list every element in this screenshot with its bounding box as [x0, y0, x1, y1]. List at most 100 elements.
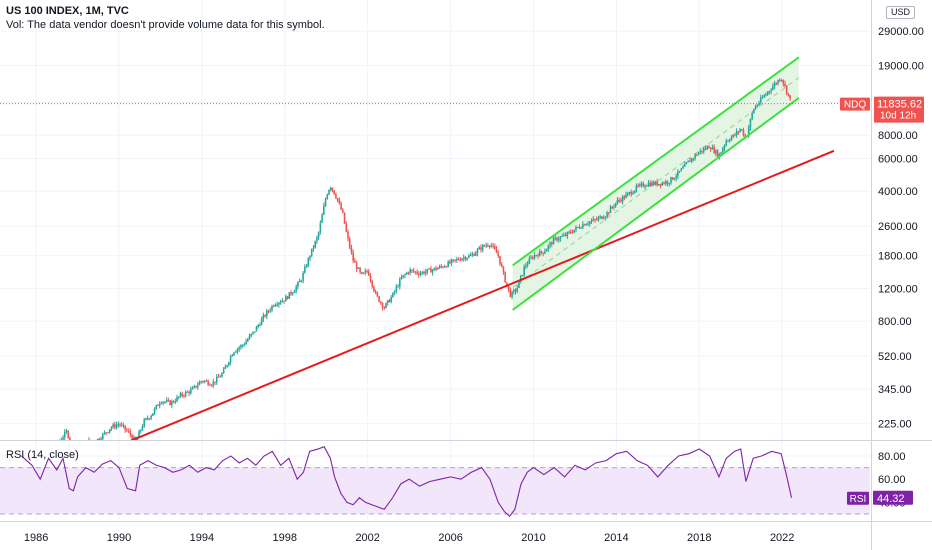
candle — [632, 192, 634, 195]
candle — [450, 259, 453, 264]
candle — [689, 160, 691, 162]
candle — [65, 430, 68, 432]
candle — [310, 248, 313, 257]
candle — [369, 275, 372, 281]
candle — [376, 292, 379, 297]
candle — [737, 131, 740, 133]
candle — [260, 319, 263, 325]
candle — [326, 194, 329, 199]
candle — [171, 401, 173, 406]
candle — [519, 275, 522, 281]
candle — [388, 300, 391, 303]
candle — [721, 148, 724, 153]
price-axis-label: 225.00 — [878, 419, 912, 431]
candle — [98, 439, 101, 440]
time-axis-label: 2022 — [770, 532, 794, 544]
candle — [523, 266, 525, 275]
candle — [359, 267, 361, 273]
candle — [542, 252, 544, 254]
candle — [57, 442, 59, 443]
candle — [229, 356, 232, 363]
candle — [117, 424, 120, 426]
candle — [525, 265, 527, 267]
candle — [533, 255, 536, 259]
candle — [699, 150, 702, 153]
candle — [706, 146, 709, 150]
candle — [361, 272, 363, 274]
candle — [278, 302, 280, 305]
candle — [279, 302, 282, 304]
candle — [673, 178, 676, 180]
candle — [352, 252, 354, 261]
candle — [528, 258, 531, 264]
time-axis-label: 2002 — [355, 532, 379, 544]
candle — [357, 267, 360, 269]
candle — [607, 212, 610, 214]
currency-button[interactable]: USD — [886, 6, 915, 19]
price-tag-countdown: 10d 12h — [880, 111, 916, 122]
candle — [395, 286, 398, 292]
candle — [336, 198, 339, 201]
candle — [592, 219, 595, 221]
candle — [569, 231, 572, 233]
candle — [773, 83, 776, 87]
candle — [494, 245, 496, 250]
candle — [250, 333, 253, 336]
candle — [445, 266, 448, 268]
candle — [88, 439, 90, 440]
time-axis-label: 1998 — [273, 532, 297, 544]
candle — [295, 286, 297, 292]
candle — [490, 245, 493, 247]
candle — [124, 425, 127, 430]
candle — [452, 259, 455, 261]
candle — [210, 385, 213, 387]
candle — [462, 257, 465, 259]
candle — [697, 152, 700, 156]
candle — [335, 194, 337, 199]
candle — [538, 251, 541, 257]
candle — [146, 418, 149, 420]
candle — [248, 335, 251, 340]
candle — [212, 381, 215, 386]
price-axis-label: 4000.00 — [878, 186, 918, 198]
candle — [390, 297, 392, 303]
candle — [602, 217, 605, 219]
candle — [62, 437, 64, 440]
candle — [63, 431, 66, 438]
candle — [732, 134, 734, 138]
candle — [247, 339, 249, 342]
chart-title: US 100 INDEX, 1M, TVC — [6, 5, 129, 17]
candle — [428, 268, 430, 270]
candle — [257, 325, 259, 327]
candle — [770, 89, 772, 92]
candle — [392, 292, 394, 298]
candle — [307, 258, 310, 267]
candle — [338, 200, 341, 204]
candle — [587, 223, 589, 225]
candle — [437, 268, 439, 270]
candle — [623, 196, 626, 199]
candle — [671, 177, 674, 180]
time-axis-label: 1994 — [190, 532, 214, 544]
candle — [573, 229, 576, 233]
time-axis-label: 1986 — [24, 532, 48, 544]
candle — [531, 257, 534, 259]
candle — [324, 198, 327, 206]
candle — [416, 271, 418, 274]
candle — [404, 274, 406, 276]
candle — [409, 269, 411, 273]
candle — [621, 196, 624, 202]
candle — [120, 424, 123, 426]
candle — [281, 300, 284, 303]
candle — [342, 209, 344, 213]
candle — [670, 177, 672, 183]
candle — [412, 270, 415, 272]
candle — [780, 79, 783, 81]
candle — [694, 154, 696, 159]
candle — [654, 181, 657, 185]
candle — [300, 280, 303, 282]
candle — [302, 272, 304, 281]
candle — [509, 289, 512, 297]
candle — [234, 351, 237, 353]
candle — [677, 171, 679, 177]
